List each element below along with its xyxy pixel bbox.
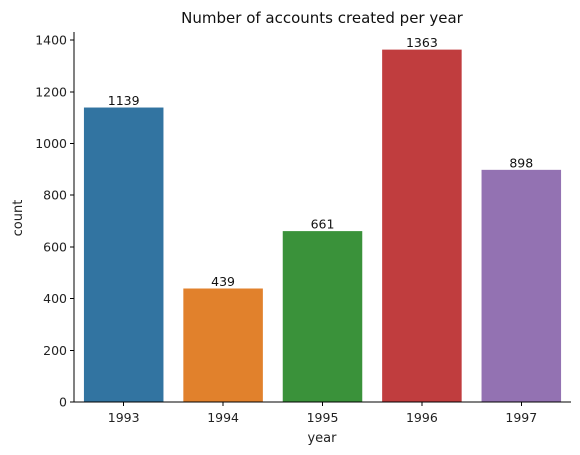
y-tick-label: 600 — [43, 239, 67, 254]
x-axis: 1993 1994 1995 1996 1997 — [74, 401, 571, 425]
y-tick-label: 800 — [43, 188, 67, 203]
y-tick-label: 200 — [43, 343, 67, 358]
data-labels-layer: 1139 439 661 1363 898 — [108, 35, 533, 289]
bar-1994 — [183, 288, 263, 402]
data-label-1993: 1139 — [108, 93, 140, 108]
bar-1993 — [83, 107, 164, 402]
bar-1997 — [481, 169, 562, 402]
y-tick-label: 0 — [59, 395, 67, 410]
bar-1996 — [382, 49, 462, 403]
x-tick-label: 1996 — [406, 410, 438, 425]
x-tick-label: 1997 — [505, 410, 537, 425]
x-axis-label: year — [307, 431, 337, 446]
y-axis-label: count — [11, 200, 26, 237]
y-tick-label: 400 — [43, 291, 67, 306]
x-tick-label: 1993 — [108, 410, 140, 425]
y-axis: 0 200 400 600 800 1000 1200 1400 — [35, 32, 75, 410]
x-tick-label: 1995 — [307, 410, 339, 425]
data-label-1994: 439 — [211, 274, 235, 289]
y-tick-label: 1200 — [35, 84, 67, 99]
bar-1995 — [282, 231, 363, 402]
y-tick-label: 1000 — [35, 136, 67, 151]
data-label-1995: 661 — [311, 217, 335, 232]
y-tick-label: 1400 — [35, 33, 67, 48]
data-label-1996: 1363 — [406, 35, 438, 50]
data-label-1997: 898 — [509, 155, 533, 170]
x-tick-label: 1994 — [207, 410, 239, 425]
chart-title: Number of accounts created per year — [181, 9, 463, 27]
bars-layer — [83, 49, 562, 403]
